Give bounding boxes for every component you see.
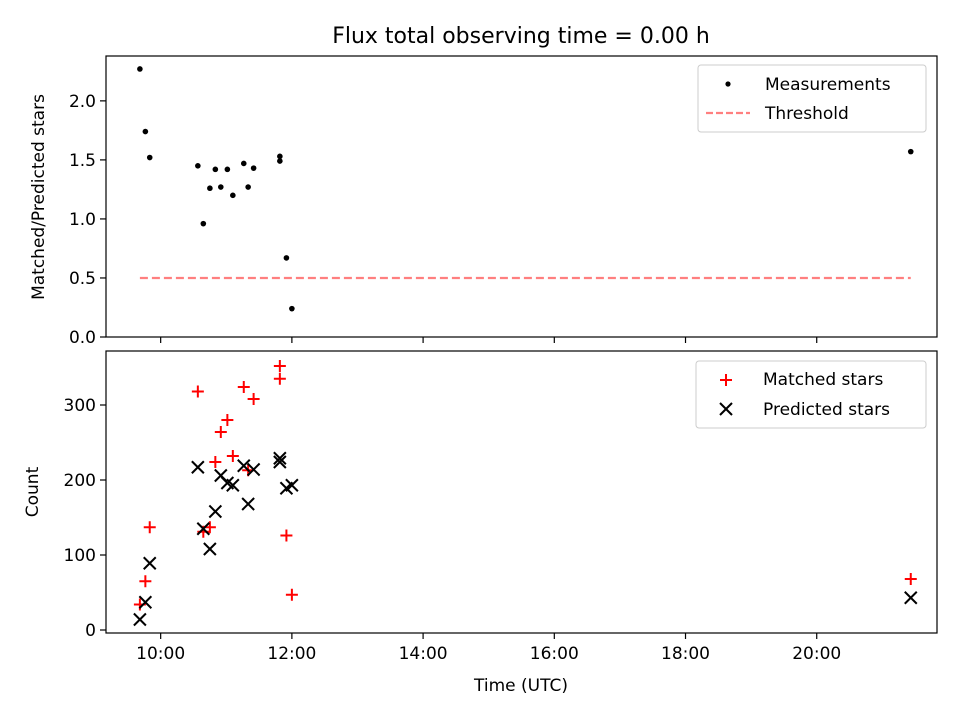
top-y-tick-label: 1.5 xyxy=(69,151,96,171)
matched-stars-point xyxy=(904,573,917,585)
measurement-point xyxy=(230,192,236,199)
top-panel: 0.00.51.01.52.0 Matched/Predicted stars … xyxy=(29,55,938,348)
top-y-tick-label: 0.5 xyxy=(69,269,96,289)
predicted-stars-point xyxy=(226,478,240,492)
matched-stars-point xyxy=(191,385,204,398)
matched-stars-point xyxy=(221,414,234,426)
measurement-point xyxy=(245,184,251,190)
x-tick-label: 14:00 xyxy=(399,644,448,664)
measurement-point xyxy=(218,184,224,190)
legend-measurements-marker xyxy=(725,81,731,87)
bottom-x-axis-ticks: 10:00 12:00 14:00 16:00 18:00 20:00 xyxy=(136,633,841,664)
predicted-stars-point xyxy=(273,455,287,469)
x-axis-label: Time (UTC) xyxy=(473,676,568,696)
legend-matched-marker xyxy=(720,374,732,386)
top-legend-box xyxy=(697,64,927,133)
x-tick-label: 16:00 xyxy=(530,644,579,664)
predicted-stars-point xyxy=(143,556,157,570)
top-x-axis-ticks xyxy=(160,337,818,343)
x-tick-label: 18:00 xyxy=(661,644,710,664)
measurement-point xyxy=(200,220,207,227)
measurement-point xyxy=(207,185,213,192)
measurement-point xyxy=(240,160,247,167)
matched-stars-point xyxy=(237,381,250,393)
matched-stars-point xyxy=(280,529,293,542)
top-legend: Measurements Threshold xyxy=(697,64,927,133)
top-y-tick-label: 0.0 xyxy=(69,328,96,348)
top-y-axis-label: Matched/Predicted stars xyxy=(29,94,49,300)
measurement-point xyxy=(250,165,257,171)
measurement-point xyxy=(277,158,283,164)
bottom-y-axis-label: Count xyxy=(23,466,43,517)
legend-measurements-label: Measurements xyxy=(765,75,891,95)
top-plot-frame xyxy=(105,55,938,338)
matched-stars-point xyxy=(273,360,286,372)
matched-stars-point xyxy=(226,450,239,462)
predicted-stars-point xyxy=(196,522,211,536)
legend-threshold-label: Threshold xyxy=(764,104,849,124)
measurement-point xyxy=(277,153,283,160)
matched-stars-point xyxy=(285,588,298,601)
bottom-y-tick-label: 100 xyxy=(64,546,96,566)
measurement-point xyxy=(907,148,914,155)
x-tick-label: 20:00 xyxy=(792,644,841,664)
predicted-stars-point xyxy=(285,478,299,492)
matched-stars-point xyxy=(214,426,227,438)
predicted-stars-point xyxy=(208,504,223,519)
measurement-point xyxy=(146,154,153,161)
top-y-tick-label: 2.0 xyxy=(69,92,96,112)
bottom-legend: Matched stars Predicted stars xyxy=(695,360,927,429)
predicted-stars-point xyxy=(138,595,153,609)
top-plot-marks xyxy=(137,66,914,312)
legend-predicted-label: Predicted stars xyxy=(763,400,890,420)
predicted-stars-point xyxy=(237,459,251,473)
bottom-y-axis-ticks: 0 100 200 300 xyxy=(64,396,106,641)
bottom-panel: 0 100 200 300 10:00 12:00 14:00 16:00 18:00 20:0… xyxy=(23,350,938,696)
predicted-stars-point xyxy=(904,591,918,605)
predicted-stars-point xyxy=(191,460,205,474)
matched-stars-point xyxy=(209,456,222,468)
bottom-plot-marks xyxy=(133,360,918,627)
measurement-point xyxy=(283,255,290,261)
measurement-point xyxy=(224,166,231,173)
bottom-y-tick-label: 0 xyxy=(85,621,96,641)
matched-stars-point xyxy=(273,372,286,385)
measurement-point xyxy=(212,166,219,173)
measurement-point xyxy=(137,66,143,72)
x-tick-label: 12:00 xyxy=(267,644,316,664)
chart-title: Flux total observing time = 0.00 h xyxy=(332,24,710,49)
measurement-point xyxy=(289,305,295,312)
legend-matched-label: Matched stars xyxy=(763,370,883,390)
x-tick-label: 10:00 xyxy=(136,644,185,664)
bottom-y-tick-label: 300 xyxy=(64,396,96,416)
bottom-plot-frame xyxy=(105,350,938,634)
predicted-stars-point xyxy=(203,542,217,556)
matched-stars-point xyxy=(143,521,156,534)
matched-stars-point xyxy=(247,393,260,405)
bottom-y-tick-label: 200 xyxy=(64,471,96,491)
predicted-stars-point xyxy=(241,497,255,511)
legend-predicted-marker xyxy=(719,402,733,416)
matched-stars-point xyxy=(139,575,152,588)
measurement-point xyxy=(142,128,149,135)
bottom-legend-box xyxy=(695,360,927,429)
measurement-point xyxy=(195,163,201,169)
predicted-stars-point xyxy=(133,612,147,627)
top-y-axis-ticks: 0.0 0.5 1.0 1.5 2.0 xyxy=(69,92,106,348)
predicted-stars-point xyxy=(273,451,287,465)
top-y-tick-label: 1.0 xyxy=(69,210,96,230)
predicted-stars-point xyxy=(246,462,261,477)
